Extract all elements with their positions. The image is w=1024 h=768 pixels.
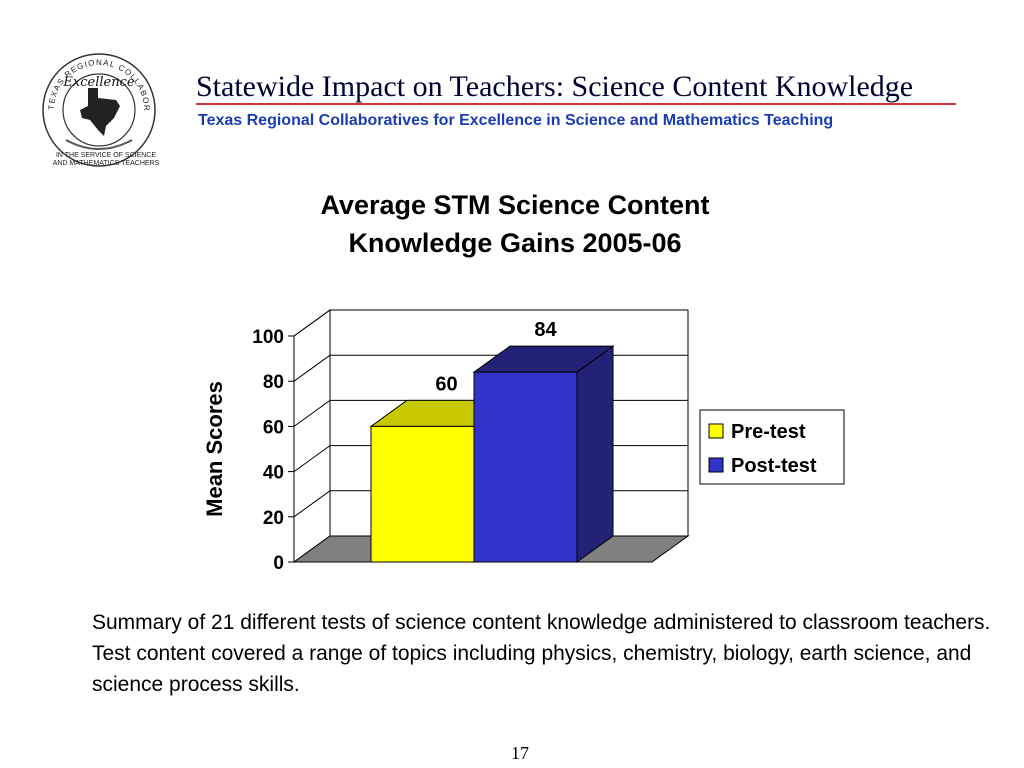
slide-title: Statewide Impact on Teachers: Science Co… — [196, 70, 914, 103]
texas-shape-icon — [80, 88, 120, 136]
bar-pre-test — [370, 425, 475, 563]
gridline-side — [293, 445, 331, 473]
gridline-side — [293, 399, 331, 427]
data-label-pre-test: 60 — [435, 373, 457, 395]
texas-regional-collaboratives-logo: TEXAS REGIONAL COLLABORATIVES Excellence — [36, 40, 156, 167]
gridline-side — [293, 490, 331, 518]
legend-box — [699, 409, 845, 485]
chart-legend: Pre-test Post-test — [699, 409, 845, 485]
gridline-side — [293, 354, 331, 382]
slide-subtitle: Texas Regional Collaboratives for Excell… — [198, 112, 834, 129]
y-tick-label: 40 — [263, 463, 284, 484]
gridline-side — [293, 309, 331, 337]
y-tick-label: 100 — [252, 327, 284, 348]
y-tick-label: 80 — [263, 372, 284, 393]
chart-side-wall — [293, 309, 331, 563]
page-number: 17 — [511, 743, 529, 763]
data-label-post-test: 84 — [534, 319, 557, 341]
logo-script-text: Excellence — [62, 75, 134, 90]
y-axis-label: Mean Scores — [202, 381, 227, 517]
y-tick-label: 0 — [273, 553, 284, 574]
logo-caption-line2: AND MATHEMATICS TEACHERS — [52, 160, 160, 167]
summary-text: Summary of 21 different tests of science… — [92, 611, 991, 696]
logo-caption: IN THE SERVICE OF SCIENCE AND MATHEMATIC… — [36, 152, 176, 168]
legend-label-post-test: Post-test — [731, 455, 817, 477]
title-underline — [196, 103, 956, 105]
chart-title-line1: Average STM Science Content — [320, 190, 710, 220]
bar-post-test — [473, 371, 578, 563]
y-tick-label: 60 — [263, 417, 284, 438]
chart-title: Average STM Science Content Knowledge Ga… — [200, 186, 830, 262]
chart-title-line2: Knowledge Gains 2005-06 — [348, 228, 682, 258]
chart-bars — [369, 345, 615, 563]
legend-label-pre-test: Pre-test — [731, 421, 806, 443]
chart-labels: 0 20 40 60 80 100 60 84 Mean Scores — [202, 319, 557, 574]
y-tick-label: 20 — [263, 508, 284, 529]
legend-swatch-post-test — [708, 457, 724, 473]
legend-swatch-pre-test — [708, 423, 724, 439]
bar-side-post-test — [576, 345, 614, 563]
logo-caption-line1: IN THE SERVICE OF SCIENCE — [55, 152, 157, 159]
